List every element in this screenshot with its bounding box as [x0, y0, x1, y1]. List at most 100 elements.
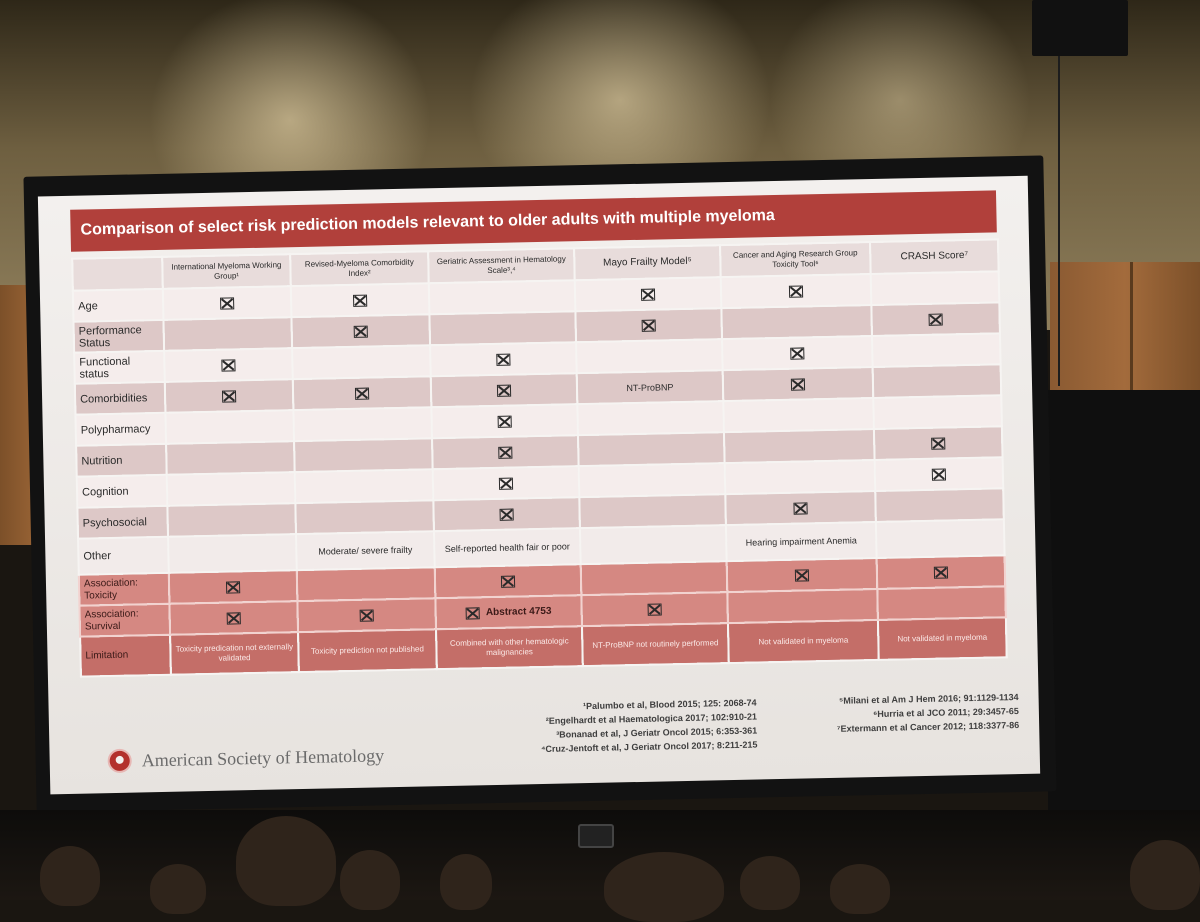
table-cell: Abstract 4753 — [435, 595, 582, 630]
column-header-mayo: Mayo Frailty Model⁵ — [574, 245, 721, 281]
table-cell-limit-imwg: Toxicity predication not externally vali… — [170, 632, 299, 675]
checked-box-icon — [931, 437, 946, 450]
table-cell — [877, 586, 1006, 620]
risk-model-table: International Myeloma Working Group¹ Rev… — [71, 238, 1008, 677]
column-header-gah: Geriatric Assessment in Hematology Scale… — [428, 248, 575, 284]
table-cell-limit-mayo: NT-ProBNP not routinely performed — [581, 623, 729, 667]
table-cell — [724, 459, 876, 495]
audience-head — [1130, 840, 1200, 910]
checked-box-icon — [498, 477, 514, 490]
table-cell — [433, 497, 580, 532]
table-cell — [576, 339, 723, 374]
table-cell — [169, 601, 299, 635]
table-cell — [168, 570, 298, 604]
slide-footer: American Society of Hematology ¹Palumbo … — [49, 690, 1041, 795]
table-cell — [871, 333, 1001, 368]
table-cell — [432, 435, 579, 470]
references-left: ¹Palumbo et al, Blood 2015; 125: 2068-74… — [467, 696, 758, 758]
table-cell-rmci-other: Moderate/ severe frailty — [295, 531, 435, 571]
table-cell — [722, 336, 873, 371]
table-cell — [294, 469, 434, 504]
table-cell — [873, 426, 1003, 460]
checked-box-icon — [933, 565, 949, 579]
table-cell — [294, 438, 433, 473]
table-cell — [872, 364, 1002, 399]
ash-logo-icon — [107, 748, 132, 774]
table-cell — [430, 373, 578, 408]
checked-box-icon — [221, 389, 237, 403]
presentation-slide: Comparison of select risk prediction mod… — [37, 175, 1041, 795]
audience-head — [740, 856, 800, 910]
table-cell — [162, 286, 292, 320]
society-name: American Society of Hematology — [141, 745, 385, 771]
checked-box-icon — [498, 446, 513, 459]
table-cell — [292, 376, 432, 411]
row-label-other: Other — [78, 536, 169, 575]
checked-box-icon — [359, 609, 374, 622]
audience-head — [340, 850, 400, 910]
checked-box-icon — [928, 313, 943, 326]
table-cell — [577, 432, 725, 467]
checked-box-icon — [352, 294, 368, 307]
checked-box-icon — [500, 575, 516, 588]
table-cell — [874, 457, 1004, 491]
checked-box-icon — [221, 358, 236, 372]
row-label-age: Age — [72, 288, 164, 322]
row-label-cognition: Cognition — [76, 474, 168, 508]
table-cell — [434, 564, 582, 599]
table-cell — [167, 503, 296, 537]
speaker-cable — [1058, 56, 1060, 386]
row-label-functional-status: Functional status — [74, 350, 165, 384]
checked-box-icon — [931, 467, 947, 481]
audience-head — [830, 864, 890, 914]
table-cell — [290, 283, 430, 318]
checked-box-icon — [496, 353, 511, 366]
table-cell — [292, 345, 431, 380]
table-cell — [875, 519, 1005, 558]
checked-box-icon — [793, 501, 808, 515]
table-cell — [723, 398, 874, 433]
table-cell-gah-other: Self-reported health fair or poor — [433, 528, 581, 568]
table-cell — [581, 592, 728, 627]
phone-camera — [578, 824, 614, 848]
table-cell — [429, 311, 577, 346]
table-cell — [873, 395, 1002, 429]
column-header-imwg: International Myeloma Working Group¹ — [162, 254, 291, 289]
table-cell — [164, 348, 293, 382]
row-label-psychosocial: Psychosocial — [77, 505, 169, 539]
table-cell — [876, 555, 1006, 589]
table-cell — [875, 488, 1004, 522]
table-cell-carg-other: Hearing impairment Anemia — [725, 521, 877, 562]
speaker — [1032, 0, 1128, 56]
table-cell — [295, 500, 434, 535]
table-cell — [166, 441, 295, 475]
checked-box-icon — [647, 602, 662, 616]
column-header-blank — [72, 256, 163, 291]
checked-box-icon — [226, 611, 241, 625]
checked-box-icon — [354, 387, 370, 400]
table-cell — [723, 428, 875, 464]
row-label-performance-status: Performance Status — [73, 319, 165, 353]
table-cell-limit-carg: Not validated in myeloma — [727, 619, 879, 664]
audience-head — [604, 852, 724, 922]
audience-head — [40, 846, 100, 906]
row-label-comorbidities: Comorbidities — [74, 381, 166, 415]
table-cell — [579, 494, 726, 529]
table-cell — [579, 525, 727, 565]
table-cell-limit-crash: Not validated in myeloma — [877, 617, 1007, 660]
table-cell-mayo-comorbidities: NT-ProBNP — [576, 370, 724, 405]
table-cell — [163, 317, 293, 351]
wood-wall-panel — [1050, 262, 1200, 390]
table-cell — [577, 401, 724, 436]
checked-box-icon — [788, 284, 804, 298]
table-cell — [296, 567, 436, 602]
column-header-carg: Cancer and Aging Research Group Toxicity… — [720, 242, 871, 278]
checked-box-icon — [225, 580, 241, 594]
checked-box-icon — [496, 384, 512, 397]
table-cell — [428, 280, 576, 315]
table-cell-limit-rmci: Toxicity prediction not published — [298, 629, 437, 673]
audience-head — [150, 864, 206, 914]
table-cell-limit-gah: Combined with other hematologic malignan… — [436, 626, 583, 670]
audience-head — [440, 854, 492, 910]
checked-box-icon — [790, 377, 806, 391]
